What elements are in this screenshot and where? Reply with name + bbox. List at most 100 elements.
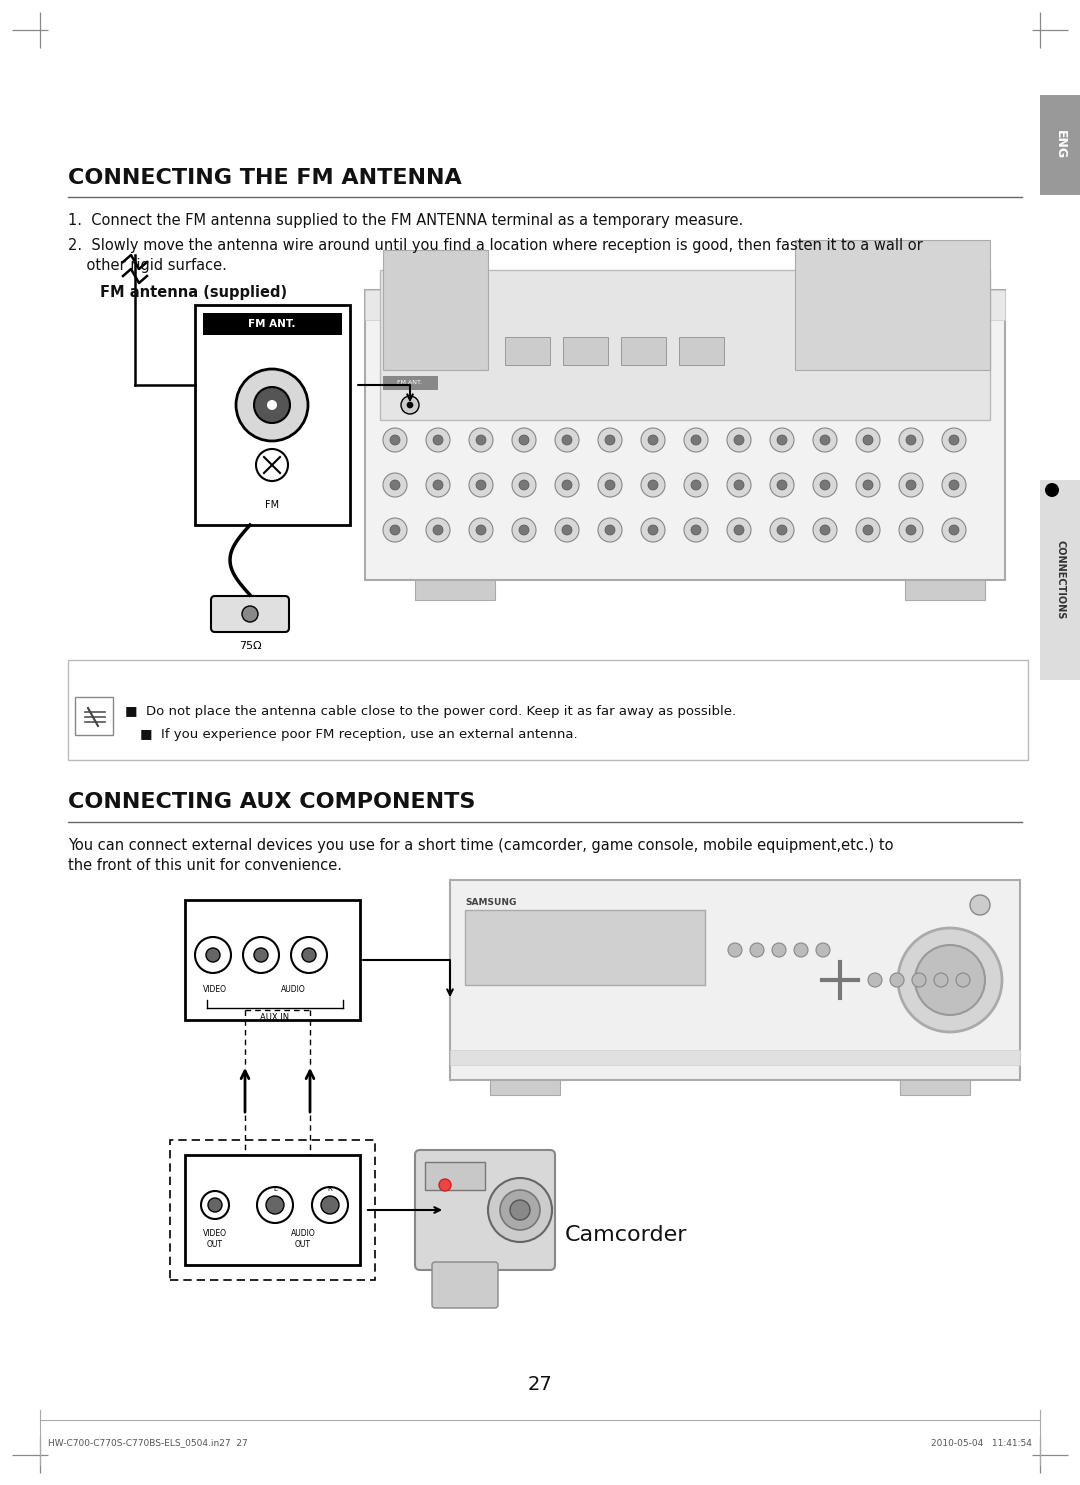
Bar [75,696,113,735]
Bar [563,337,608,365]
Circle shape [469,518,492,542]
Circle shape [469,428,492,451]
Circle shape [734,526,744,535]
Circle shape [312,1187,348,1224]
Circle shape [555,428,579,451]
Circle shape [772,943,786,956]
Circle shape [562,480,572,490]
Circle shape [856,428,880,451]
Circle shape [512,474,536,497]
Bar [900,1080,970,1094]
Circle shape [863,526,873,535]
Circle shape [256,448,288,481]
Circle shape [727,428,751,451]
Bar [450,881,1020,1080]
Circle shape [691,526,701,535]
Circle shape [906,435,916,445]
Circle shape [383,428,407,451]
Circle shape [426,428,450,451]
Circle shape [562,526,572,535]
FancyBboxPatch shape [415,1149,555,1270]
Circle shape [777,526,787,535]
Circle shape [777,435,787,445]
Circle shape [510,1200,530,1221]
Circle shape [820,526,831,535]
Circle shape [1045,483,1059,497]
Circle shape [519,526,529,535]
Circle shape [598,518,622,542]
Circle shape [426,518,450,542]
Circle shape [648,526,658,535]
Circle shape [390,526,400,535]
Circle shape [727,474,751,497]
Circle shape [519,480,529,490]
Text: L: L [273,1187,276,1192]
Circle shape [835,296,855,315]
Circle shape [770,518,794,542]
Circle shape [407,402,413,408]
Circle shape [890,973,904,988]
Circle shape [868,973,882,988]
Circle shape [476,435,486,445]
Circle shape [206,947,220,962]
Circle shape [777,480,787,490]
Bar [383,249,488,370]
Circle shape [390,480,400,490]
Text: ■  Do not place the antenna cable close to the power cord. Keep it as far away a: ■ Do not place the antenna cable close t… [125,705,737,719]
Circle shape [863,480,873,490]
Circle shape [949,435,959,445]
Text: You can connect external devices you use for a short time (camcorder, game conso: You can connect external devices you use… [68,838,893,852]
Circle shape [433,435,443,445]
Circle shape [208,1198,222,1212]
Circle shape [949,526,959,535]
Text: 2010-05-04   11:41:54: 2010-05-04 11:41:54 [931,1439,1032,1448]
Circle shape [956,973,970,988]
Text: VIDEO
OUT: VIDEO OUT [203,1230,227,1249]
Circle shape [691,480,701,490]
Circle shape [648,435,658,445]
Text: the front of this unit for convenience.: the front of this unit for convenience. [68,858,342,873]
Text: 27: 27 [528,1375,552,1394]
Text: ■  If you experience poor FM reception, use an external antenna.: ■ If you experience poor FM reception, u… [140,728,578,741]
Circle shape [635,296,654,315]
Circle shape [390,435,400,445]
Circle shape [970,895,990,915]
Text: AUDIO
OUT: AUDIO OUT [291,1230,315,1249]
Circle shape [426,474,450,497]
Text: 75Ω: 75Ω [239,642,261,650]
Text: 2.  Slowly move the antenna wire around until you find a location where receptio: 2. Slowly move the antenna wire around u… [68,238,922,252]
Circle shape [267,399,276,410]
Circle shape [257,1187,293,1224]
Circle shape [684,428,708,451]
Text: FM ANT.: FM ANT. [248,319,296,330]
Bar [195,304,350,526]
Text: Camcorder: Camcorder [565,1225,688,1244]
Text: other rigid surface.: other rigid surface. [68,258,227,273]
Circle shape [598,474,622,497]
Circle shape [555,518,579,542]
Circle shape [813,518,837,542]
Circle shape [899,474,923,497]
Circle shape [383,474,407,497]
Circle shape [201,1191,229,1219]
Bar [450,1050,1020,1065]
Circle shape [684,474,708,497]
Circle shape [734,435,744,445]
Text: FM: FM [265,500,279,509]
Circle shape [820,435,831,445]
Circle shape [642,518,665,542]
Bar [795,241,990,370]
Bar [905,581,985,600]
Text: AUX IN: AUX IN [260,1013,289,1022]
Bar [185,1155,360,1265]
Circle shape [433,526,443,535]
Circle shape [934,973,948,988]
Circle shape [813,428,837,451]
Bar [203,313,342,336]
Bar [365,290,1005,319]
Circle shape [512,428,536,451]
Bar [365,290,1005,581]
Bar [185,900,360,1020]
Circle shape [863,435,873,445]
Circle shape [942,518,966,542]
